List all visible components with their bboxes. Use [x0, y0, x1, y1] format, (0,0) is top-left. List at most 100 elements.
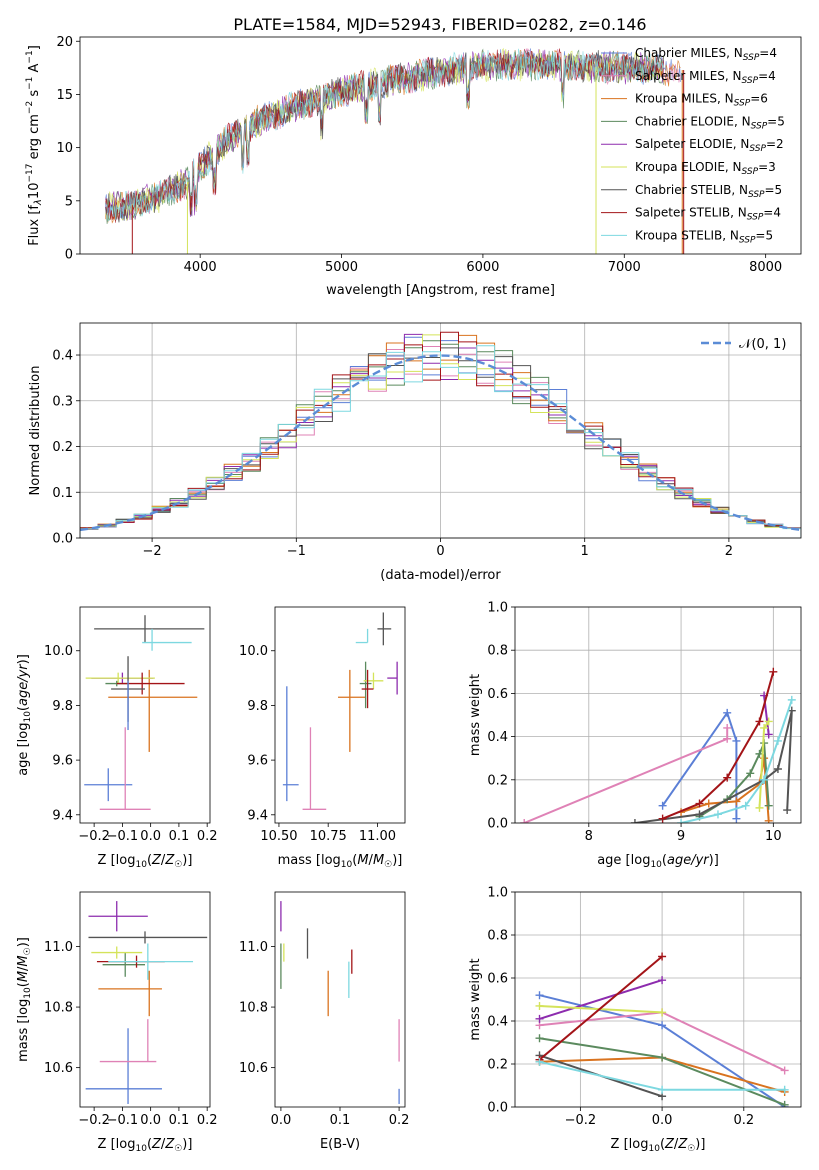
x-tick-label: 10.75: [310, 829, 347, 844]
y-tick-label: 10.0: [239, 644, 268, 659]
y-tick-label: 0.2: [487, 1058, 508, 1073]
y-tick-label: 0.2: [52, 440, 73, 455]
x-tick-label: 0.0: [652, 1113, 673, 1128]
age_vs_Z-panel: −0.2−0.1 0.0 0.1 0.2 9.4 9.6 9.8 10.0 Z [log10(Z…: [16, 606, 218, 870]
series-line: [680, 758, 770, 821]
data-point: [695, 810, 704, 819]
y-tick-label: 1.0: [487, 601, 508, 616]
data-point: [773, 765, 782, 773]
x-tick-label: 5000: [325, 260, 358, 275]
data-point: [787, 695, 796, 704]
x-tick-label: −0.2: [78, 829, 110, 844]
y-tick-label: 0.8: [487, 929, 508, 944]
clipped-content: [80, 331, 801, 538]
y-tick-label: 10.8: [239, 1001, 268, 1016]
data-point: [658, 952, 667, 961]
y-tick-label: 15: [56, 88, 73, 103]
legend-label: Kroupa STELIB, NSSP=5: [635, 228, 773, 245]
y-tick-label: 11.0: [44, 940, 73, 955]
x-tick-label: 0.0: [140, 1113, 161, 1128]
x-tick-label: 0.2: [389, 1113, 410, 1128]
residuals-panel: −2 −1 0 1 2 0.0 0.1 0.2 0.3 0.4 𝒩(0, 1) (data-model…: [28, 322, 802, 583]
y-tick-label: 0.4: [52, 349, 73, 364]
y-axis-label: mass weight: [468, 674, 483, 756]
data-point: [535, 1001, 544, 1010]
legend-label: Salpeter MILES, NSSP=4: [635, 69, 776, 86]
y-tick-label: 1.0: [487, 886, 508, 901]
y-tick-label: 0.1: [52, 486, 73, 501]
mass_vs_EBV-panel: 0.0 0.1 0.2 10.6 10.8 11.0 E(B-V): [239, 891, 410, 1152]
x-tick-label: −0.1: [107, 829, 139, 844]
y-tick-label: 9.6: [247, 754, 268, 769]
data-point: [630, 819, 639, 823]
data-point: [783, 806, 792, 815]
clipped-content: [535, 952, 789, 1107]
legend-label: Kroupa MILES, NSSP=6: [635, 92, 768, 109]
x-axis-label: mass [log10(M/M☉)]: [278, 853, 403, 870]
data-point: [677, 819, 686, 823]
y-tick-label: 0.4: [487, 1015, 508, 1030]
y-tick-label: 0: [65, 248, 73, 263]
x-tick-label: 0.2: [197, 829, 218, 844]
data-point: [760, 723, 769, 732]
y-axis-label: mass weight: [468, 958, 483, 1040]
y-tick-label: 0.0: [52, 532, 73, 547]
data-point: [658, 1021, 667, 1030]
data-point: [723, 723, 732, 732]
y-tick-label: 10.8: [44, 1001, 73, 1016]
y-tick-label: 0.8: [487, 644, 508, 659]
data-point: [746, 769, 755, 778]
histogram-step: [80, 345, 801, 538]
x-tick-label: 0.1: [169, 829, 190, 844]
data-point: [764, 717, 773, 726]
data-point: [658, 1053, 667, 1062]
x-tick-label: 2: [725, 544, 733, 559]
x-tick-label: 0.1: [330, 1113, 351, 1128]
x-axis-label: age [log10(age/yr)]: [597, 853, 719, 870]
y-tick-label: 0.4: [487, 730, 508, 745]
y-tick-label: 0.3: [52, 394, 73, 409]
data-point: [713, 810, 722, 819]
x-tick-label: 8000: [749, 260, 782, 275]
data-point: [741, 801, 750, 810]
massweight_vs_Z-panel: −0.2 0.0 0.2 0.0 0.2 0.4 0.6 0.8 1.0 Z [log10(Z/Z…: [468, 886, 802, 1154]
clipped-content: [520, 667, 796, 823]
y-tick-label: 0.6: [487, 687, 508, 702]
spectrum-line: [105, 48, 664, 223]
series-line: [662, 671, 775, 820]
axes-frame: [79, 891, 211, 1108]
x-tick-label: −0.1: [107, 1113, 139, 1128]
x-tick-label: 0.1: [169, 1113, 190, 1128]
legend-label: Chabrier ELODIE, NSSP=5: [635, 114, 785, 131]
series-line: [634, 710, 793, 823]
data-point: [769, 667, 778, 676]
y-tick-label: 10.6: [44, 1061, 73, 1076]
axes-frame: [274, 606, 406, 824]
x-axis-label: Z [log10(Z/Z☉)]: [611, 1137, 706, 1154]
y-tick-label: 9.6: [52, 754, 73, 769]
series-line: [523, 728, 729, 823]
x-tick-label: 10: [765, 829, 782, 844]
x-tick-label: 8: [585, 829, 593, 844]
axes-frame: [514, 891, 802, 1108]
data-point: [535, 991, 544, 1000]
clipped-content: [85, 901, 208, 1104]
legend-label: Kroupa ELODIE, NSSP=3: [635, 160, 776, 177]
data-point: [732, 814, 741, 823]
data-point: [780, 1085, 789, 1094]
data-point: [755, 803, 764, 812]
legend-label: 𝒩(0, 1): [739, 337, 786, 352]
x-tick-label: −2: [143, 544, 162, 559]
normal-curve: [80, 354, 801, 532]
x-axis-label: wavelength [Angstrom, rest frame]: [326, 283, 555, 298]
spectrum-panel: 4000 5000 6000 7000 8000 0 5 10 15 20 Chabrier MIL…: [25, 35, 802, 298]
series-line: [539, 979, 663, 1020]
x-tick-label: 1: [581, 544, 589, 559]
mass_vs_Z-panel: −0.2−0.1 0.0 0.1 0.2 10.6 10.8 11.0 Z [log10(Z/…: [16, 891, 218, 1154]
x-tick-label: 0.0: [271, 1113, 292, 1128]
clipped-content: [84, 615, 205, 810]
data-point: [755, 717, 764, 726]
x-tick-label: 0.2: [197, 1113, 218, 1128]
